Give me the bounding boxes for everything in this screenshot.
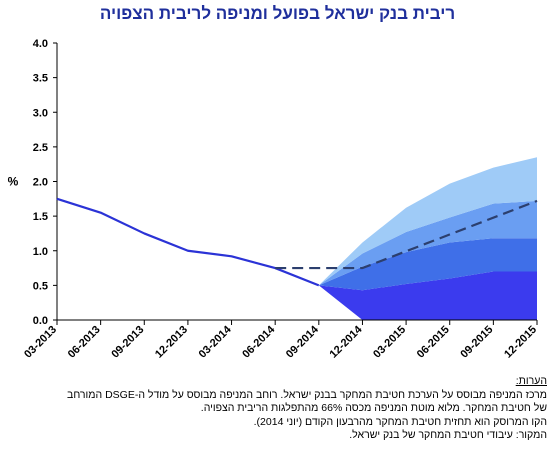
y-axis-label: %	[8, 175, 19, 189]
y-tick-label: 3.5	[33, 73, 48, 85]
fan-layer	[318, 157, 537, 320]
y-tick-label: 4.0	[33, 38, 48, 50]
y-tick-label: 3.0	[33, 107, 48, 119]
axes-layer	[53, 42, 538, 325]
y-tick-label: 2.0	[33, 177, 48, 189]
y-tick-label: 1.0	[33, 246, 48, 258]
x-tick-label: 09-2015	[458, 324, 495, 361]
previous-forecast-dashed-line	[275, 199, 538, 270]
x-tick-label: 03-2014	[197, 323, 235, 361]
y-tick-label: 0.5	[33, 280, 48, 292]
x-tick-label: 06-2014	[240, 323, 278, 361]
y-tick-label: 2.5	[33, 142, 48, 154]
notes: הערות: מרכז המניפה מבוסס על הערכת חטיבת …	[8, 375, 547, 443]
fan-band-4	[318, 157, 537, 286]
x-tick-label: 12-2013	[153, 324, 190, 361]
notes-line-3: הקו המרוסק הוא תחזית חטיבת המחקר מהרבעון…	[253, 415, 547, 428]
fan-band-2	[318, 238, 537, 291]
y-tick-label: 0.0	[33, 315, 48, 327]
notes-line-2: של חטיבת המחקר. מלוא מוטת המניפה מכסה 66…	[200, 402, 547, 414]
actual-rate-line	[56, 197, 320, 287]
chart-area: 0.00.51.01.52.02.53.03.54.0%03-2013 06-20…	[8, 38, 539, 361]
y-tick-label: 1.5	[33, 211, 48, 223]
fan-band-1	[318, 271, 537, 320]
x-tick-label: 12-2014	[328, 323, 366, 361]
x-tick-label: 06-2015	[415, 324, 452, 361]
x-tick-label: 09-2013	[109, 324, 146, 361]
notes-line-1: מרכז המניפה מבוסס על הערכת חטיבת המחקר ב…	[67, 388, 547, 401]
notes-line-4: המקור: עיבודי חטיבת המחקר של בנק ישראל.	[349, 429, 547, 441]
x-tick-label: 09-2014	[284, 323, 322, 361]
chart-title: ריבית בנק ישראל בפועל ומניפה לריבית הצפו…	[99, 4, 456, 23]
notes-heading: הערות:	[515, 375, 547, 387]
x-tick-label: 03-2013	[22, 324, 59, 361]
x-tick-label: 12-2015	[502, 324, 539, 361]
x-tick-label: 03-2015	[371, 324, 408, 361]
x-tick-label: 06-2013	[66, 324, 103, 361]
lines-layer	[56, 197, 538, 287]
